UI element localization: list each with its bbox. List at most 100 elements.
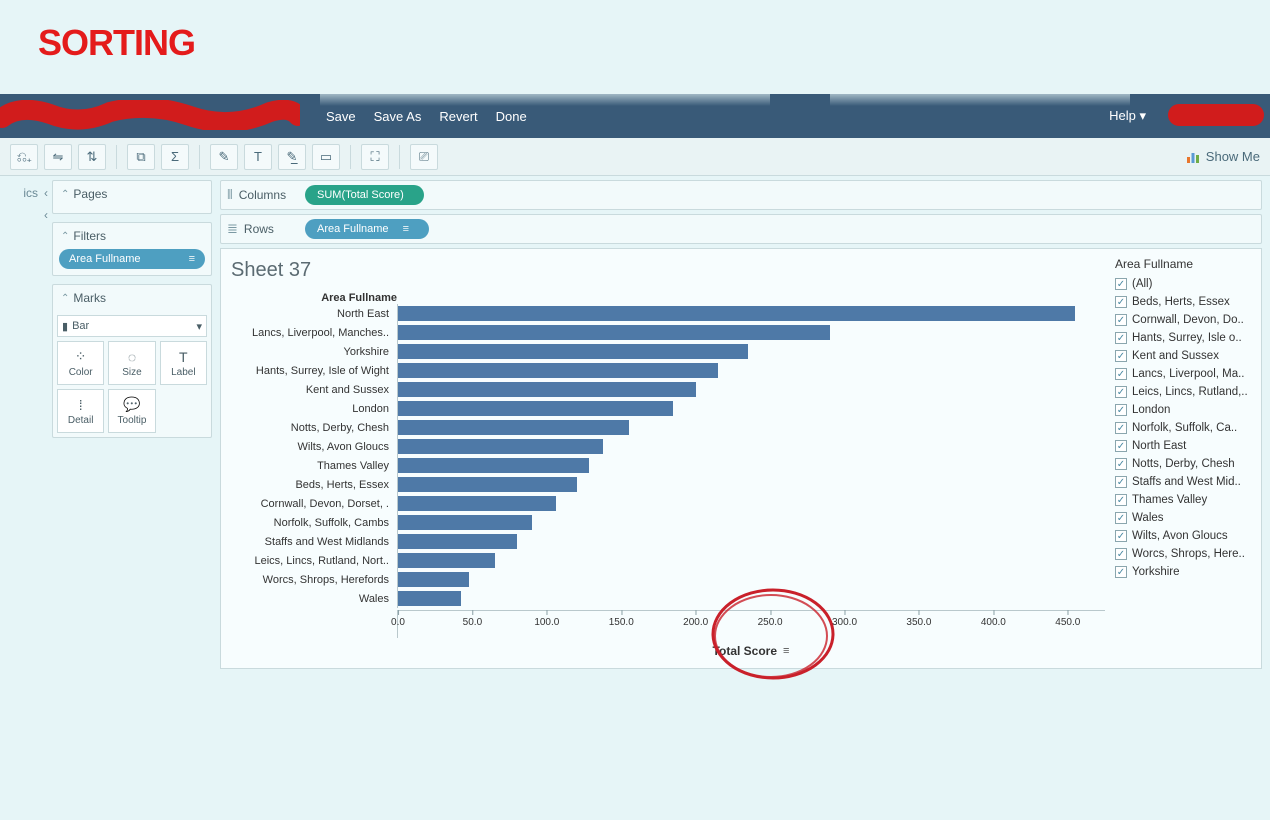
filter-option[interactable]: ✓Wales [1115, 509, 1255, 527]
x-tick: 450.0 [1055, 611, 1080, 628]
show-me-button[interactable]: Show Me [1186, 149, 1260, 164]
side-shelves: ⌃Pages ⌃Filters Area Fullname ≡ ⌃Marks ▮… [52, 176, 212, 438]
menu-item-save-as[interactable]: Save As [374, 109, 422, 124]
checkbox-icon: ✓ [1115, 440, 1127, 452]
bar[interactable] [398, 534, 517, 549]
bar[interactable] [398, 458, 589, 473]
bar[interactable] [398, 344, 748, 359]
marks-label: Marks [73, 291, 106, 305]
borders-icon[interactable]: ▭ [312, 144, 340, 170]
mark-size-button[interactable]: ◌Size [108, 341, 155, 385]
category-label: Yorkshire [231, 346, 397, 358]
filter-option[interactable]: ✓Leics, Lincs, Rutland,.. [1115, 383, 1255, 401]
bar-row: Beds, Herts, Essex [231, 475, 1105, 494]
bar[interactable] [398, 306, 1075, 321]
bar-row: Wales [231, 589, 1105, 608]
filter-option[interactable]: ✓Kent and Sussex [1115, 347, 1255, 365]
rows-shelf[interactable]: ≣Rows Area Fullname ≡ [220, 214, 1262, 244]
bar[interactable] [398, 401, 673, 416]
category-label: Beds, Herts, Essex [231, 479, 397, 491]
mark-tooltip-button[interactable]: 💬Tooltip [108, 389, 155, 433]
help-menu[interactable]: Help ▾ [1109, 108, 1146, 124]
text-icon[interactable]: T [244, 144, 272, 170]
toolbar-separator [350, 145, 351, 169]
bar-row: Wilts, Avon Gloucs [231, 437, 1105, 456]
mark-label-button[interactable]: TLabel [160, 341, 207, 385]
size-icon: ◌ [128, 349, 136, 365]
filter-option[interactable]: ✓Yorkshire [1115, 563, 1255, 581]
filter-option[interactable]: ✓Cornwall, Devon, Do.. [1115, 311, 1255, 329]
filter-pill-area-fullname[interactable]: Area Fullname ≡ [59, 249, 205, 269]
filter-option[interactable]: ✓Worcs, Shrops, Here.. [1115, 545, 1255, 563]
bar[interactable] [398, 496, 556, 511]
undo-icon[interactable]: ⎌₊ [10, 144, 38, 170]
mark-label: Tooltip [118, 415, 147, 426]
menu-item-done[interactable]: Done [496, 109, 527, 124]
group-icon[interactable]: ⧉ [127, 144, 155, 170]
category-label: Notts, Derby, Chesh [231, 422, 397, 434]
pages-shelf[interactable]: ⌃Pages [52, 180, 212, 214]
marks-type-select[interactable]: ▮Bar ▾ [57, 315, 207, 337]
filter-option[interactable]: ✓Wilts, Avon Gloucs [1115, 527, 1255, 545]
workspace: ics ‹ ‹ ⌃Pages ⌃Filters Area Fullname ≡ … [0, 176, 1270, 669]
presentation-icon[interactable]: ⎚ [410, 144, 438, 170]
bar[interactable] [398, 363, 718, 378]
filter-option[interactable]: ✓Hants, Surrey, Isle o.. [1115, 329, 1255, 347]
mark-detail-button[interactable]: ⁞Detail [57, 389, 104, 433]
category-label: Hants, Surrey, Isle of Wight [231, 365, 397, 377]
mark-label: Detail [68, 415, 94, 426]
menu-item-revert[interactable]: Revert [439, 109, 477, 124]
bar[interactable] [398, 325, 830, 340]
marks-type-value: Bar [72, 320, 89, 332]
filter-option[interactable]: ✓Notts, Derby, Chesh [1115, 455, 1255, 473]
bar[interactable] [398, 572, 469, 587]
main-area: ⦀Columns SUM(Total Score) ≣Rows Area Ful… [212, 176, 1270, 669]
toolbar-separator [116, 145, 117, 169]
menu-item-save[interactable]: Save [326, 109, 356, 124]
bar[interactable] [398, 515, 532, 530]
menubar: Save Save As Revert Done Help ▾ [0, 94, 1270, 138]
filter-option[interactable]: ✓Thames Valley [1115, 491, 1255, 509]
sum-icon[interactable]: Σ [161, 144, 189, 170]
filter-option[interactable]: ✓London [1115, 401, 1255, 419]
category-label: Leics, Lincs, Rutland, Nort.. [231, 555, 397, 567]
filter-option[interactable]: ✓Staffs and West Mid.. [1115, 473, 1255, 491]
mark-color-button[interactable]: ⁘Color [57, 341, 104, 385]
filter-option-label: Yorkshire [1132, 566, 1180, 578]
filter-option[interactable]: ✓Lancs, Liverpool, Ma.. [1115, 365, 1255, 383]
filter-option[interactable]: ✓(All) [1115, 275, 1255, 293]
collapse-data-pane-icon[interactable]: ‹ [38, 186, 48, 200]
filter-option[interactable]: ✓Norfolk, Suffolk, Ca.. [1115, 419, 1255, 437]
y-axis-title: Area Fullname [231, 292, 397, 304]
checkbox-icon: ✓ [1115, 296, 1127, 308]
data-pane-fragment: ics [23, 186, 38, 200]
annotate-icon[interactable]: ✎̲ [278, 144, 306, 170]
rows-pill-area-fullname[interactable]: Area Fullname ≡ [305, 219, 429, 239]
bar[interactable] [398, 420, 629, 435]
category-label: London [231, 403, 397, 415]
bar[interactable] [398, 477, 577, 492]
sort-indicator-icon: ≡ [783, 645, 789, 657]
bar[interactable] [398, 591, 461, 606]
filters-shelf[interactable]: ⌃Filters Area Fullname ≡ [52, 222, 212, 276]
category-label: Lancs, Liverpool, Manches.. [231, 327, 397, 339]
fit-icon[interactable]: ⛶ [361, 144, 389, 170]
filter-option[interactable]: ✓ North East [1115, 437, 1255, 455]
bar[interactable] [398, 382, 696, 397]
columns-shelf[interactable]: ⦀Columns SUM(Total Score) [220, 180, 1262, 210]
filter-option-label: North East [1132, 440, 1186, 452]
swap-icon[interactable]: ⇋ [44, 144, 72, 170]
bar[interactable] [398, 439, 603, 454]
highlight-icon[interactable]: ✎ [210, 144, 238, 170]
sort-asc-icon[interactable]: ⇅ [78, 144, 106, 170]
collapse-analytics-pane-icon[interactable]: ‹ [38, 208, 48, 222]
filter-option[interactable]: ✓Beds, Herts, Essex [1115, 293, 1255, 311]
bar-row: Lancs, Liverpool, Manches.. [231, 323, 1105, 342]
x-axis-title-row[interactable]: Total Score ≡ [397, 644, 1105, 658]
filter-option-label: Worcs, Shrops, Here.. [1132, 548, 1245, 560]
checkbox-icon: ✓ [1115, 422, 1127, 434]
bar[interactable] [398, 553, 495, 568]
toolbar-separator [199, 145, 200, 169]
checkbox-icon: ✓ [1115, 512, 1127, 524]
columns-pill-sum-total-score[interactable]: SUM(Total Score) [305, 185, 424, 205]
